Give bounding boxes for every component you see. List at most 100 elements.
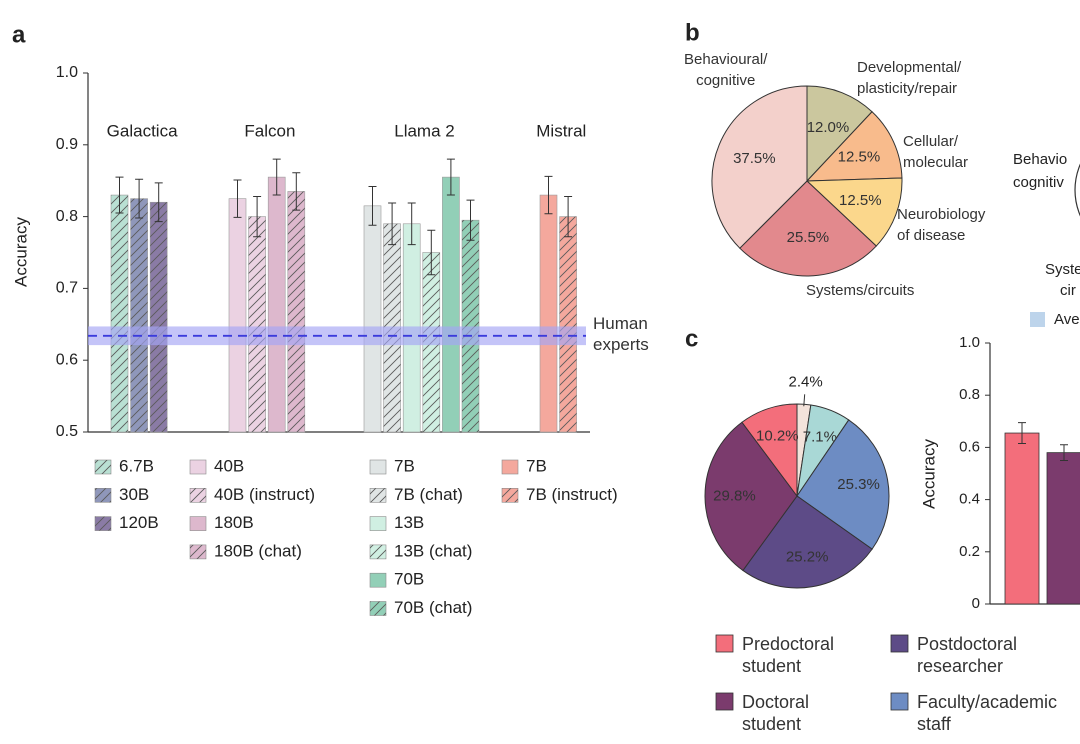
value-label: 25.2% — [786, 549, 829, 566]
cropped-label: cognitiv — [1013, 174, 1064, 191]
bar — [1046, 452, 1080, 605]
legend-swatch — [890, 692, 909, 711]
y-tick-label: 0 — [972, 595, 980, 612]
error-bar — [544, 175, 553, 215]
value-label: 7.1% — [803, 429, 837, 446]
slice-label: Behavioural/ cognitive — [684, 51, 768, 89]
cropped-label: Syste — [1045, 261, 1080, 278]
y-tick-label: 0.8 — [56, 208, 78, 225]
cropped-label: Behavio — [1013, 151, 1067, 168]
legend-label: Doctoral student — [742, 692, 810, 734]
slice-label: Neurobiology of disease — [897, 206, 986, 244]
legend-hatch — [95, 516, 111, 531]
cropped-label: cir — [1060, 282, 1076, 299]
reference-label: Human experts — [593, 314, 649, 354]
panel-letter: c — [685, 325, 698, 352]
group-label: Llama 2 — [394, 121, 454, 140]
legend-hatch — [190, 488, 206, 503]
group-label: Mistral — [536, 121, 586, 140]
legend-swatch — [1030, 312, 1045, 327]
y-axis-label: Accuracy — [919, 439, 938, 509]
legend-label: 30B — [119, 485, 149, 504]
legend-label: Postdoctoral researcher — [917, 634, 1018, 676]
panel-letter: b — [685, 19, 700, 46]
legend-label: 120B — [119, 513, 159, 532]
value-label: 29.8% — [713, 487, 756, 504]
value-label: 12.5% — [839, 192, 882, 209]
bar — [1004, 432, 1040, 605]
y-tick-label: 1.0 — [56, 64, 78, 81]
error-bar — [368, 185, 377, 226]
bar — [228, 198, 247, 433]
y-axis-label: Accuracy — [11, 217, 30, 287]
value-label: 12.0% — [807, 119, 850, 136]
legend-swatch — [715, 692, 734, 711]
bar — [539, 194, 558, 433]
legend-label: 7B (chat) — [394, 485, 463, 504]
error-bar — [446, 158, 455, 196]
group-label: Galactica — [107, 121, 178, 140]
legend-label: 70B — [394, 570, 424, 589]
legend-label: 180B — [214, 513, 254, 532]
bar-hatch — [462, 220, 479, 432]
y-tick-label: 0.8 — [959, 386, 980, 403]
legend-swatch — [715, 634, 734, 653]
legend-swatch — [501, 459, 519, 475]
y-tick-label: 0.4 — [959, 491, 980, 508]
error-bar — [154, 182, 163, 223]
slice-label: Systems/circuits — [806, 282, 915, 299]
legend-swatch — [189, 459, 207, 475]
group-label: Falcon — [244, 121, 295, 140]
error-bar — [564, 195, 573, 238]
panel-letter: a — [12, 21, 26, 48]
bar-hatch — [130, 198, 148, 432]
y-tick-label: 0.6 — [959, 438, 980, 455]
legend-hatch — [502, 488, 518, 503]
error-bar — [253, 195, 262, 238]
legend-label: 13B — [394, 513, 424, 532]
bar — [442, 176, 460, 433]
slice-label: Developmental/ plasticity/repair — [857, 59, 962, 97]
value-label: 12.5% — [838, 149, 881, 166]
bar — [363, 205, 382, 433]
legend-label: Ave — [1054, 311, 1080, 328]
legend-hatch — [190, 544, 206, 559]
error-bar — [1018, 422, 1026, 444]
error-bar — [272, 158, 281, 196]
legend-label: 180B (chat) — [214, 541, 302, 560]
legend-label: 40B — [214, 456, 244, 475]
y-tick-label: 0.9 — [56, 136, 78, 153]
pie-slice — [805, 177, 903, 247]
pie-slice — [805, 111, 903, 182]
legend-label: 7B (instruct) — [526, 485, 618, 504]
legend-swatch — [189, 516, 207, 531]
legend-label: Predoctoral student — [742, 634, 835, 676]
y-tick-label: 0.7 — [56, 280, 78, 297]
bar-hatch — [287, 191, 305, 432]
pie-slice — [741, 403, 798, 498]
error-bar — [135, 178, 144, 219]
error-bar — [115, 176, 124, 214]
legend-label: 6.7B — [119, 456, 154, 475]
pie-slice — [742, 495, 873, 589]
value-label: 25.5% — [787, 229, 830, 246]
bar-hatch — [248, 216, 266, 432]
legend-swatch — [369, 459, 387, 475]
value-label: 10.2% — [756, 428, 799, 445]
leader-line — [803, 394, 806, 407]
y-tick-label: 0.2 — [959, 543, 980, 560]
legend-swatch — [369, 516, 387, 531]
value-label: 2.4% — [788, 373, 822, 390]
legend-hatch — [95, 488, 111, 503]
legend-label: 70B (chat) — [394, 598, 472, 617]
pie-slice — [806, 85, 873, 183]
value-label: 37.5% — [733, 150, 776, 167]
legend-label: 7B — [526, 456, 547, 475]
legend-hatch — [370, 544, 386, 559]
y-tick-label: 0.6 — [56, 351, 78, 368]
error-bar — [233, 179, 242, 218]
legend-label: Faculty/academic staff — [917, 692, 1058, 734]
value-label: 25.3% — [837, 476, 880, 493]
